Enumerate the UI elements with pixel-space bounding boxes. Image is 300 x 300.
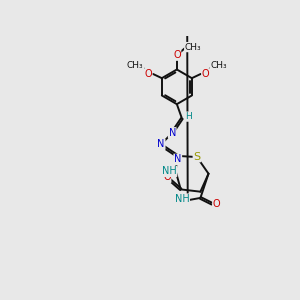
Text: CH₃: CH₃: [210, 61, 227, 70]
Text: N: N: [157, 140, 164, 150]
Text: O: O: [173, 50, 181, 60]
Text: NH: NH: [162, 167, 177, 176]
Text: S: S: [194, 152, 200, 162]
Text: O: O: [163, 172, 171, 182]
Text: CH₃: CH₃: [185, 43, 201, 52]
Text: CH₃: CH₃: [127, 61, 143, 70]
Text: N: N: [158, 139, 165, 149]
Text: NH: NH: [175, 194, 189, 204]
Text: N: N: [174, 154, 182, 164]
Text: O: O: [213, 199, 220, 209]
Text: N: N: [169, 128, 176, 138]
Text: H: H: [185, 112, 192, 121]
Text: O: O: [144, 69, 152, 79]
Text: O: O: [202, 69, 209, 79]
